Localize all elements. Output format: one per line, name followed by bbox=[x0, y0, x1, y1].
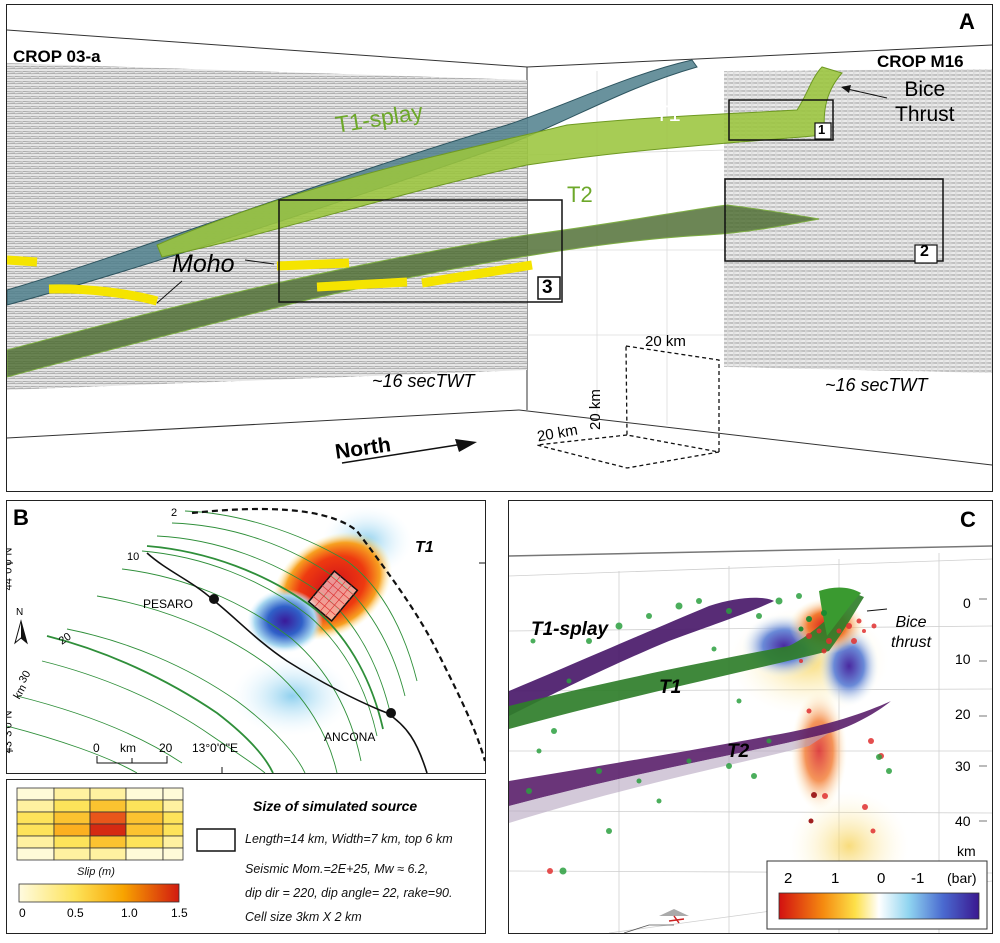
t2-surface bbox=[7, 204, 820, 378]
depth-tick-0: 0 bbox=[963, 595, 971, 611]
t1-fault-label: T1 bbox=[415, 539, 434, 556]
slip-tick-0: 0 bbox=[19, 906, 26, 920]
north-arrow bbox=[14, 619, 28, 645]
coastline bbox=[146, 552, 428, 773]
pesaro-marker bbox=[209, 594, 219, 604]
scalebar-unit: km bbox=[120, 741, 136, 755]
colorbar-tick-1: 1 bbox=[831, 870, 840, 887]
bice-c-line-2: thrust bbox=[891, 634, 932, 651]
box-3-label: 3 bbox=[542, 277, 553, 298]
scalebar-twenty: 20 bbox=[159, 741, 173, 755]
slip-label: Slip (m) bbox=[77, 866, 115, 878]
source-moment: Seismic Mom.=2E+25, Mw ≈ 6.2, bbox=[245, 862, 429, 876]
depth-tick-40: 40 bbox=[955, 813, 971, 829]
seismic-section-right bbox=[724, 69, 992, 373]
stress-lobe-sw bbox=[232, 656, 352, 736]
contour-label-10: 10 bbox=[127, 551, 140, 563]
stress-lobe-red-deep bbox=[791, 691, 847, 811]
slip-colorbar bbox=[18, 883, 180, 903]
depth-axis bbox=[979, 598, 987, 822]
panel-c-letter: C bbox=[960, 507, 976, 532]
axis-marker bbox=[659, 909, 689, 924]
depth-tick-10: 10 bbox=[955, 651, 971, 667]
moho-label: Moho bbox=[172, 250, 235, 278]
study-boxes bbox=[278, 99, 944, 303]
contour-label-2: 2 bbox=[171, 507, 178, 519]
t1-label: T1 bbox=[655, 101, 681, 126]
pesaro-label: PESARO bbox=[143, 597, 194, 611]
slip-tick-10: 1.0 bbox=[121, 906, 138, 920]
panel-b-map bbox=[7, 506, 485, 773]
source-cell-size: Cell size 3km X 2 km bbox=[245, 910, 362, 924]
t1-splay-surface-c bbox=[509, 597, 774, 716]
box-3 bbox=[278, 199, 563, 303]
slip-tick-15: 1.5 bbox=[171, 906, 188, 920]
panel-b-letter: B bbox=[13, 505, 29, 530]
lon-label: 13°0'0"E bbox=[192, 741, 239, 755]
seismicity-points bbox=[526, 593, 892, 875]
t1-label-c: T1 bbox=[659, 677, 682, 698]
depth-left-label: ~16 secTWT bbox=[372, 371, 475, 391]
ancona-label: ANCONA bbox=[324, 730, 376, 744]
panel-a-letter: A bbox=[959, 9, 975, 34]
bice-line-2: Thrust bbox=[895, 103, 955, 126]
scale-cube bbox=[536, 345, 720, 469]
panel-c-3d-view bbox=[509, 545, 992, 933]
panel-a: A CROP 03-a CROP M16 T1-splay T1 T2 Moho… bbox=[6, 4, 993, 492]
t2-label-c: T2 bbox=[727, 741, 750, 762]
depth-right-label: ~16 secTWT bbox=[825, 375, 928, 395]
slip-tick-05: 0.5 bbox=[67, 906, 84, 920]
stress-negative-lobe bbox=[247, 589, 323, 653]
panel-b: B T1 PESARO ANCONA 44°0'0"N 43°3'0"N 13°… bbox=[6, 500, 486, 774]
t1-surface-c bbox=[509, 593, 864, 729]
bice-thrust-label-c: Bice thrust bbox=[891, 613, 931, 653]
crop-m16-label: CROP M16 bbox=[877, 52, 964, 71]
panel-a-canvas bbox=[7, 29, 992, 469]
source-size-symbol bbox=[196, 828, 236, 852]
bice-c-line-1: Bice bbox=[895, 614, 927, 631]
slip-grid bbox=[16, 787, 236, 903]
colorbar-unit: (bar) bbox=[947, 870, 977, 886]
bathymetry-contours bbox=[7, 510, 418, 773]
source-length-width: Length=14 km, Width=7 km, top 6 km bbox=[245, 832, 453, 846]
scale-box bbox=[623, 924, 674, 933]
box-2-label: 2 bbox=[920, 243, 929, 260]
source-geometry: dip dir = 220, dip angle= 22, rake=90. bbox=[245, 886, 453, 900]
source-size-title: Size of simulated source bbox=[253, 798, 418, 814]
lat-label-south: 43°3'0"N bbox=[6, 710, 15, 754]
north-arrow-label: N bbox=[16, 607, 24, 618]
colorbar-tick-0: 0 bbox=[877, 870, 886, 887]
crop-03a-label: CROP 03-a bbox=[13, 47, 101, 66]
bice-thrust-label: Bice Thrust bbox=[895, 77, 955, 127]
stress-colorbar bbox=[766, 860, 988, 930]
t1-splay-label-c: T1-splay bbox=[531, 619, 609, 640]
box-2 bbox=[724, 178, 944, 262]
box-1 bbox=[728, 99, 834, 141]
bice-line-1: Bice bbox=[904, 78, 946, 101]
colorbar-tick-2: 2 bbox=[784, 870, 793, 887]
moho-reflector bbox=[7, 255, 533, 306]
box-1-label: 1 bbox=[818, 122, 826, 137]
t2-surface-c bbox=[509, 701, 891, 806]
depth-tick-20: 20 bbox=[955, 706, 971, 722]
scalebar-zero: 0 bbox=[93, 741, 100, 755]
scale-z-label: 20 km bbox=[587, 389, 604, 430]
panel-c: C T1-splay T1 T2 Bice thrust 0 10 20 30 … bbox=[508, 500, 993, 934]
ancona-marker bbox=[386, 708, 396, 718]
depth-tick-30: 30 bbox=[955, 758, 971, 774]
colorbar-tick-minus1: -1 bbox=[911, 870, 925, 887]
t2-label: T2 bbox=[567, 182, 593, 207]
scale-x-label: 20 km bbox=[645, 333, 686, 350]
t1-surface bbox=[156, 66, 843, 258]
lat-label-north: 44°0'0"N bbox=[6, 547, 15, 591]
source-legend: Slip (m) 0 0.5 1.0 1.5 Size of simulated… bbox=[6, 779, 486, 934]
simulated-source-patch bbox=[307, 569, 359, 623]
depth-unit: km bbox=[957, 843, 976, 859]
